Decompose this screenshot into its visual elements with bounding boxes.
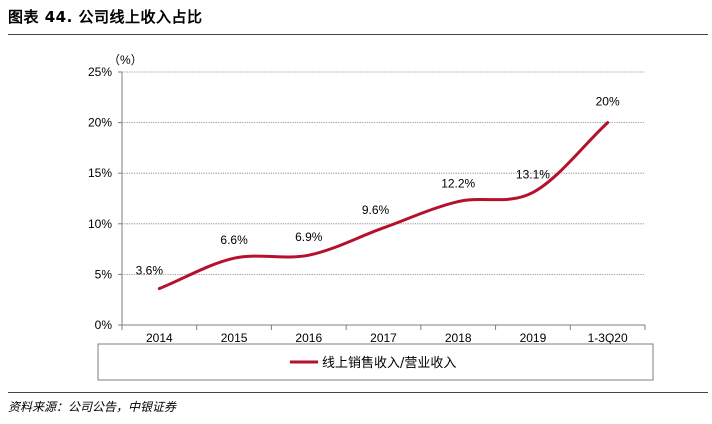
bottom-rule	[8, 392, 708, 393]
y-unit-label: （%）	[108, 53, 143, 67]
x-tick-label: 1-3Q20	[588, 331, 628, 345]
line-chart: 0% 5% 10% 15% 20% 25% 2014 2015 2016 2017 2018 2019…	[88, 53, 654, 381]
legend-box	[97, 343, 654, 381]
legend: 线上销售收入/营业收入	[97, 343, 654, 381]
y-tick-label: 10%	[88, 217, 112, 231]
figure-title: 图表 44. 公司线上收入占比	[8, 8, 203, 26]
data-label: 9.6%	[362, 203, 390, 217]
data-label: 12.2%	[441, 177, 475, 191]
x-tick-label: 2015	[221, 331, 248, 345]
gridlines	[122, 71, 645, 275]
axes: 0% 5% 10% 15% 20% 25% 2014 2015 2016 2017 2018 2019…	[88, 65, 646, 345]
source-note: 资料来源：公司公告，中银证券	[8, 400, 177, 414]
data-label: 13.1%	[516, 167, 550, 181]
data-label: 6.6%	[220, 233, 248, 247]
data-labels: 3.6% 6.6% 6.9% 9.6% 12.2% 13.1% 20%	[136, 95, 620, 278]
x-tick-label: 2016	[295, 331, 322, 345]
top-rule	[8, 34, 708, 35]
x-tick-label: 2014	[146, 331, 173, 345]
y-tick-label: 25%	[88, 65, 112, 79]
data-label: 6.9%	[295, 230, 323, 244]
data-label: 20%	[596, 95, 620, 109]
y-tick-label: 5%	[95, 267, 113, 281]
y-tick-label: 15%	[88, 166, 112, 180]
series-layer	[157, 121, 610, 291]
legend-label: 线上销售收入/营业收入	[322, 355, 456, 371]
y-tick-label: 20%	[88, 116, 112, 130]
x-tick-label: 2019	[520, 331, 547, 345]
x-tick-label: 2017	[370, 331, 397, 345]
series-line	[157, 121, 610, 291]
y-tick-label: 0%	[95, 318, 113, 332]
x-tick-label: 2018	[445, 331, 472, 345]
data-label: 3.6%	[136, 264, 164, 278]
